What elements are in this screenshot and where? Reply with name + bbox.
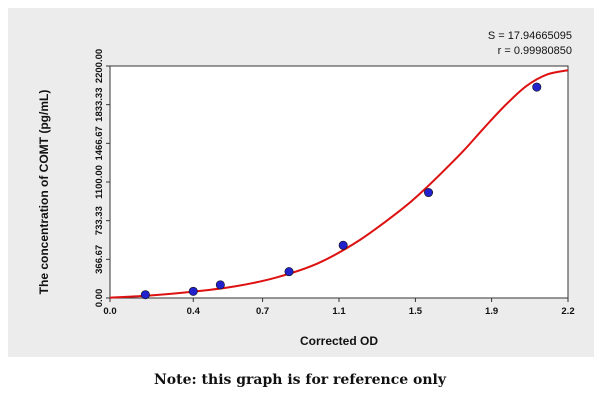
data-point: [140, 290, 150, 300]
data-point: [424, 188, 434, 198]
chart-panel: 0.0 0.4 0.7 1.1 1.5 1.9 2.2 0.00 366.67 733.33 110…: [8, 8, 594, 357]
fit-curve: [109, 69, 569, 299]
plot-area: [109, 65, 569, 299]
reference-note: Note: this graph is for reference only: [154, 372, 446, 388]
x-tick-label: 0.0: [103, 306, 116, 317]
data-point: [284, 267, 294, 277]
y-axis-title: The concentration of COMT (pg/mL): [37, 90, 51, 295]
y-tick-label: 1833.33: [94, 87, 105, 121]
y-tick-label: 366.67: [94, 245, 105, 274]
stat-r-label: r = 0.99980850: [497, 45, 572, 57]
data-point: [532, 82, 542, 92]
y-tick-label: 1100.00: [94, 165, 105, 199]
chart-svg: 0.0 0.4 0.7 1.1 1.5 1.9 2.2 0.00 366.67 733.33 110…: [37, 49, 575, 348]
data-point: [338, 240, 348, 250]
x-axis-title: Corrected OD: [300, 334, 378, 348]
stat-s-label: S = 17.94665095: [487, 30, 572, 42]
y-tick-label: 733.33: [94, 206, 105, 235]
x-tick-label: 0.7: [256, 306, 269, 317]
data-point: [215, 280, 225, 290]
y-tick-label: 0.00: [94, 289, 105, 308]
y-tick-label: 2200.00: [94, 49, 105, 83]
data-point: [188, 286, 198, 296]
y-tick-label: 1466.67: [94, 126, 105, 160]
x-tick-label: 1.1: [332, 306, 346, 317]
x-tick-label: 2.2: [561, 306, 574, 317]
x-tick-label: 1.5: [409, 306, 423, 317]
x-tick-label: 0.4: [187, 306, 201, 317]
x-tick-label: 1.9: [485, 306, 498, 317]
